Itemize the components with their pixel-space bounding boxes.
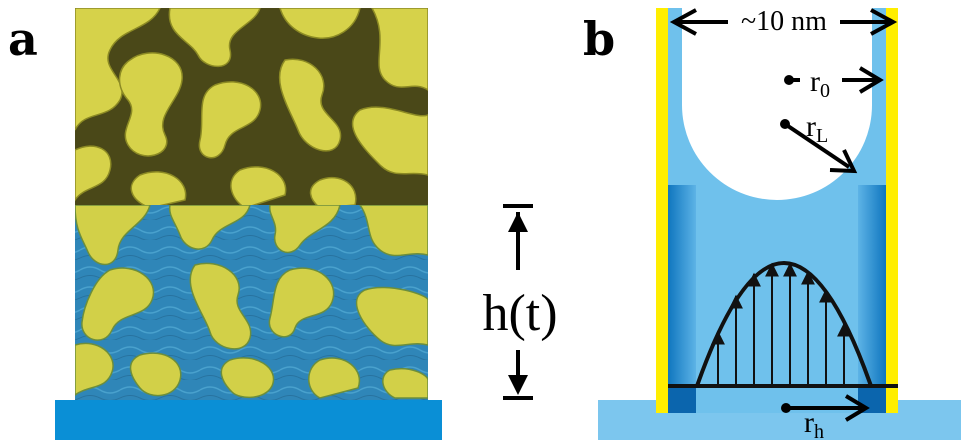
panel-a: a xyxy=(8,8,558,440)
pore-wall-left xyxy=(656,8,668,413)
pore-wall-right xyxy=(886,8,898,413)
liquid-edge-left xyxy=(668,185,696,413)
r0-label: r0 xyxy=(810,65,830,102)
width-arrow xyxy=(669,8,898,36)
rL-label: rL xyxy=(806,110,828,147)
foam-upper-region xyxy=(75,8,428,208)
width-label: ~10 nm xyxy=(741,6,827,37)
rL-arrow xyxy=(780,119,858,174)
rh-label: rh xyxy=(804,406,824,440)
flow-profile xyxy=(668,261,898,388)
panel-b-letter: b xyxy=(583,12,615,66)
r0-arrow xyxy=(784,66,884,94)
height-indicator xyxy=(503,204,533,400)
liquid-edge-right xyxy=(858,185,886,413)
foam-lower-region xyxy=(75,205,428,400)
rh-arrow xyxy=(781,394,870,422)
height-label: h(t) xyxy=(482,285,557,342)
panel-a-letter: a xyxy=(8,12,38,66)
substrate xyxy=(55,400,442,440)
panel-b: b ~10 nm r0 xyxy=(583,6,961,440)
